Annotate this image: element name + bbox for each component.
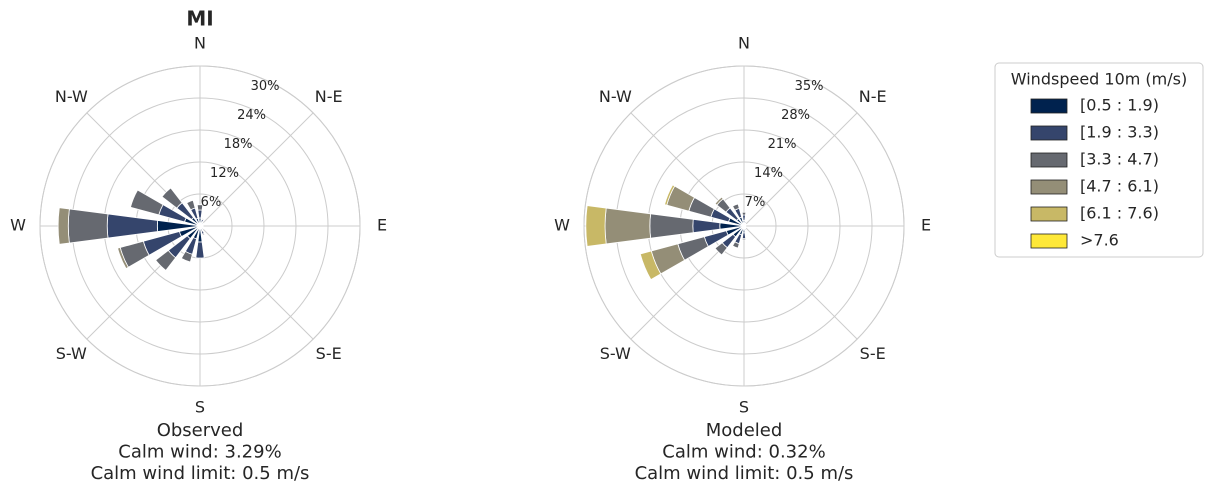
direction-label: S-E bbox=[860, 344, 886, 363]
wind-bar bbox=[186, 199, 196, 211]
legend-title: Windspeed 10m (m/s) bbox=[1011, 70, 1187, 89]
wind-bar bbox=[741, 211, 747, 216]
legend-label: [1.9 : 3.3) bbox=[1080, 123, 1159, 142]
wind-bar bbox=[714, 242, 728, 256]
direction-label: E bbox=[377, 216, 387, 235]
r-tick-label: 30% bbox=[251, 79, 280, 94]
wind-bar bbox=[106, 213, 159, 239]
r-tick-label: 12% bbox=[210, 166, 239, 181]
x-label: Calm wind: 0.32% bbox=[662, 442, 825, 463]
wind-bar bbox=[180, 250, 193, 263]
wind-bar bbox=[692, 218, 721, 234]
spoke bbox=[743, 112, 858, 227]
wind-bar bbox=[201, 227, 204, 230]
legend-swatch bbox=[1030, 152, 1068, 168]
wind-bar bbox=[639, 250, 662, 281]
wind-bar bbox=[714, 196, 724, 206]
direction-label: N-E bbox=[859, 87, 887, 106]
legend-label: [6.1 : 7.6) bbox=[1080, 204, 1159, 223]
direction-label: N-W bbox=[55, 87, 88, 106]
wind-bar bbox=[741, 237, 747, 241]
x-label: Observed bbox=[157, 420, 244, 441]
r-tick-label: 7% bbox=[745, 195, 766, 210]
r-tick-label: 18% bbox=[224, 137, 253, 152]
legend-label: >7.6 bbox=[1080, 231, 1119, 250]
direction-label: S-W bbox=[600, 344, 631, 363]
x-label: Calm wind: 3.29% bbox=[118, 442, 281, 463]
wind-bar bbox=[742, 214, 746, 222]
direction-label: N-W bbox=[599, 87, 632, 106]
wind-bar bbox=[161, 187, 183, 209]
wind-bar bbox=[201, 232, 206, 236]
wind-bar bbox=[117, 247, 129, 270]
x-label: Modeled bbox=[706, 420, 783, 441]
r-tick-label: 28% bbox=[781, 108, 810, 123]
wind-bar bbox=[201, 226, 204, 229]
grid-circle bbox=[39, 65, 361, 387]
direction-label: N bbox=[194, 34, 206, 53]
spoke bbox=[743, 225, 858, 340]
wind-bar bbox=[201, 223, 204, 226]
wind-bar bbox=[57, 207, 70, 245]
wind-bar bbox=[201, 225, 204, 227]
wind-bar bbox=[741, 232, 747, 239]
wind-bar bbox=[196, 204, 204, 211]
direction-label: S bbox=[195, 398, 205, 417]
legend-swatch bbox=[1030, 125, 1068, 141]
direction-label: N-E bbox=[315, 87, 343, 106]
x-label: Calm wind limit: 0.5 m/s bbox=[91, 463, 310, 484]
figure-title: MI bbox=[186, 7, 213, 31]
wind-bar bbox=[197, 209, 203, 219]
direction-label: W bbox=[554, 216, 570, 235]
direction-label: S-W bbox=[56, 344, 87, 363]
r-tick-label: 35% bbox=[795, 79, 824, 94]
wind-bar bbox=[201, 217, 205, 221]
legend-swatch bbox=[1030, 98, 1068, 114]
direction-label: E bbox=[921, 216, 931, 235]
wind-bar bbox=[129, 189, 164, 216]
wind-bar bbox=[195, 241, 205, 259]
r-tick-label: 14% bbox=[754, 166, 783, 181]
direction-label: N bbox=[738, 34, 750, 53]
legend-swatch bbox=[1030, 233, 1068, 249]
direction-label: W bbox=[10, 216, 26, 235]
wind-bar bbox=[744, 223, 747, 226]
legend-swatch bbox=[1030, 206, 1068, 222]
wind-bar bbox=[732, 241, 740, 249]
wind-bar bbox=[604, 207, 652, 245]
wind-bar bbox=[649, 213, 694, 239]
wind-bar bbox=[201, 222, 204, 225]
wind-bar bbox=[155, 249, 177, 271]
legend-label: [4.7 : 6.1) bbox=[1080, 177, 1159, 196]
spoke bbox=[199, 225, 314, 340]
legend-label: [0.5 : 1.9) bbox=[1080, 96, 1159, 115]
r-tick-label: 24% bbox=[237, 108, 266, 123]
r-tick-label: 6% bbox=[201, 195, 222, 210]
grid-circle bbox=[583, 65, 905, 387]
x-label: Calm wind limit: 0.5 m/s bbox=[635, 463, 854, 484]
wind-bar bbox=[744, 220, 748, 223]
wind-bar bbox=[585, 205, 607, 247]
direction-label: S bbox=[739, 398, 749, 417]
legend-swatch bbox=[1030, 179, 1068, 195]
wind-bar bbox=[732, 203, 740, 211]
direction-label: S-E bbox=[316, 344, 342, 363]
wind-bar bbox=[744, 227, 747, 231]
spoke bbox=[199, 112, 314, 227]
wind-bar bbox=[67, 208, 109, 244]
r-tick-label: 21% bbox=[768, 137, 797, 152]
wind-bar bbox=[664, 184, 676, 206]
legend-label: [3.3 : 4.7) bbox=[1080, 150, 1159, 169]
